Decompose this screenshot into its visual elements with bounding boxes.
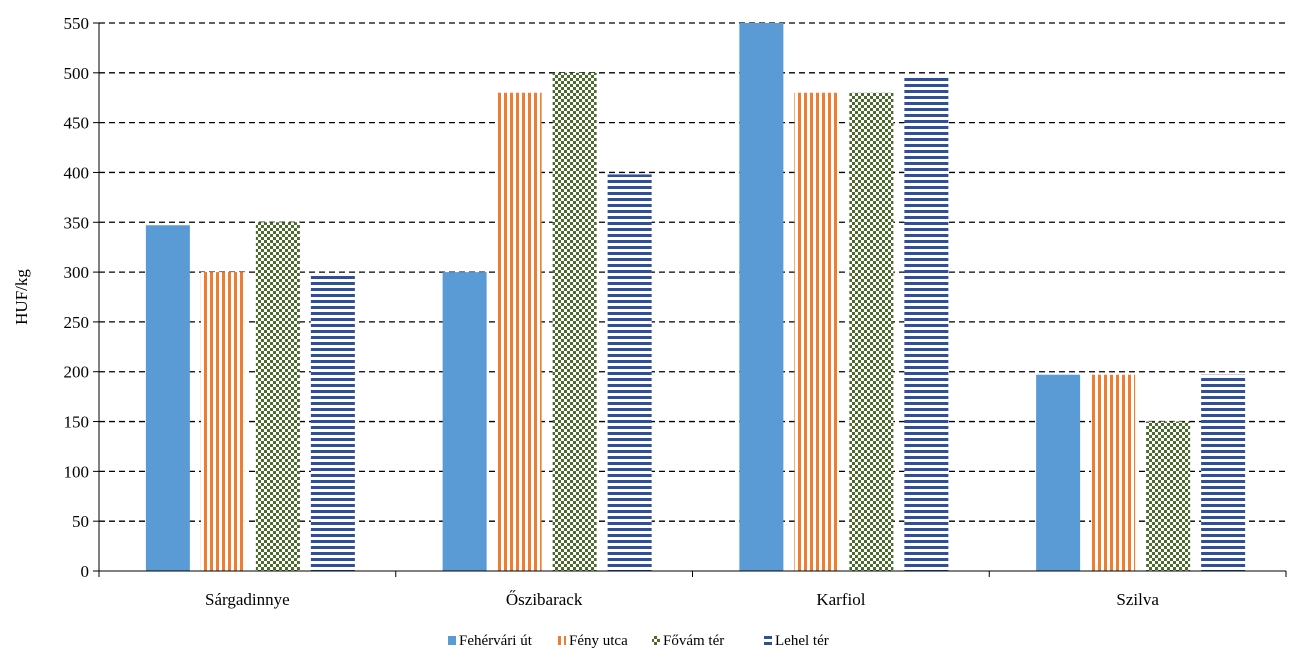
bar <box>442 272 487 571</box>
x-tick-label: Sárgadinnye <box>205 590 290 609</box>
y-tick-label: 350 <box>64 213 90 232</box>
x-tick-label: Őszibarack <box>506 590 583 609</box>
bar <box>552 72 597 572</box>
legend-swatch <box>558 636 566 645</box>
y-tick-label: 150 <box>64 413 90 432</box>
x-tick-label: Szilva <box>1116 590 1159 609</box>
legend-label: Fény utca <box>569 633 628 649</box>
y-tick-label: 400 <box>64 163 90 182</box>
y-tick-label: 500 <box>64 64 90 83</box>
axes <box>93 22 1287 577</box>
bar <box>904 75 949 571</box>
bar <box>607 174 652 571</box>
legend-swatch <box>448 636 456 645</box>
bar <box>1146 421 1191 571</box>
bar <box>794 92 839 571</box>
x-tick-label: Karfiol <box>816 590 865 609</box>
bar <box>739 23 784 571</box>
bar <box>255 222 300 572</box>
bar <box>145 225 190 571</box>
y-tick-label: 100 <box>64 462 90 481</box>
bar <box>1091 374 1136 571</box>
y-tick-label: 300 <box>64 263 90 282</box>
bar <box>200 272 245 571</box>
y-tick-label: 0 <box>81 562 90 581</box>
legend: Fehérvári út Fény utca Fővám tér Lehel tér <box>448 633 829 649</box>
legend-label: Lehel tér <box>775 633 829 649</box>
y-tick-label: 200 <box>64 363 90 382</box>
bar <box>497 92 542 571</box>
bars <box>145 23 1246 572</box>
tick-labels: 0 50 100 150 200 250 300 350 400 450 500 550 Sárgadi… <box>64 14 1160 609</box>
legend-label: Fővám tér <box>663 633 724 649</box>
bar <box>1201 374 1246 571</box>
bar <box>849 92 894 571</box>
legend-swatch <box>764 636 772 645</box>
legend-swatch <box>652 636 660 645</box>
bar <box>1036 374 1081 571</box>
y-tick-label: 550 <box>64 14 90 33</box>
y-tick-label: 450 <box>64 114 90 133</box>
y-axis-title: HUF/kg <box>12 269 31 325</box>
bar <box>310 275 355 571</box>
gridlines <box>99 22 1286 522</box>
legend-label: Fehérvári út <box>459 633 533 649</box>
y-tick-label: 250 <box>64 313 90 332</box>
y-tick-label: 50 <box>72 512 89 531</box>
